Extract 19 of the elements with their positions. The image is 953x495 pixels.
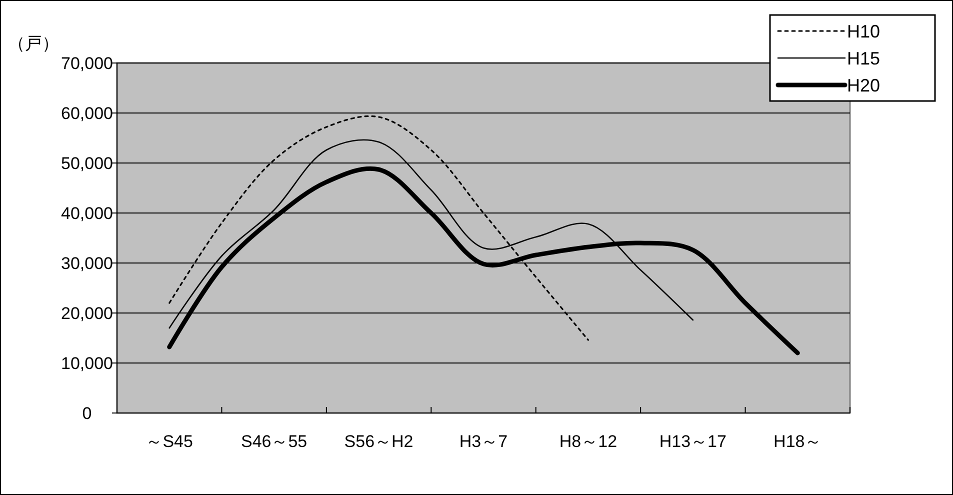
- x-tick-label: H3～7: [459, 432, 508, 451]
- y-tick-label: 60,000: [61, 104, 113, 123]
- x-tick-label: S56～H2: [344, 432, 414, 451]
- y-tick-label: 30,000: [61, 254, 113, 273]
- y-tick-label: 10,000: [61, 354, 113, 373]
- legend-label: H15: [847, 48, 880, 68]
- y-tick-label: 70,000: [61, 54, 113, 73]
- y-tick-label: 0: [82, 404, 92, 423]
- legend-label: H10: [847, 21, 880, 42]
- y-tick-label: 20,000: [61, 304, 113, 323]
- x-tick-label: S46～55: [240, 432, 308, 451]
- y-tick-label: 50,000: [61, 154, 113, 173]
- x-tick-label: H8～12: [559, 432, 618, 451]
- x-tick-label: H13～17: [659, 432, 726, 451]
- y-axis-title: （戸）: [8, 34, 59, 53]
- y-tick-label: 40,000: [61, 204, 113, 223]
- legend-label: H20: [847, 75, 880, 96]
- x-tick-label: ～S45: [146, 432, 193, 451]
- x-tick-label: H18～: [774, 432, 822, 451]
